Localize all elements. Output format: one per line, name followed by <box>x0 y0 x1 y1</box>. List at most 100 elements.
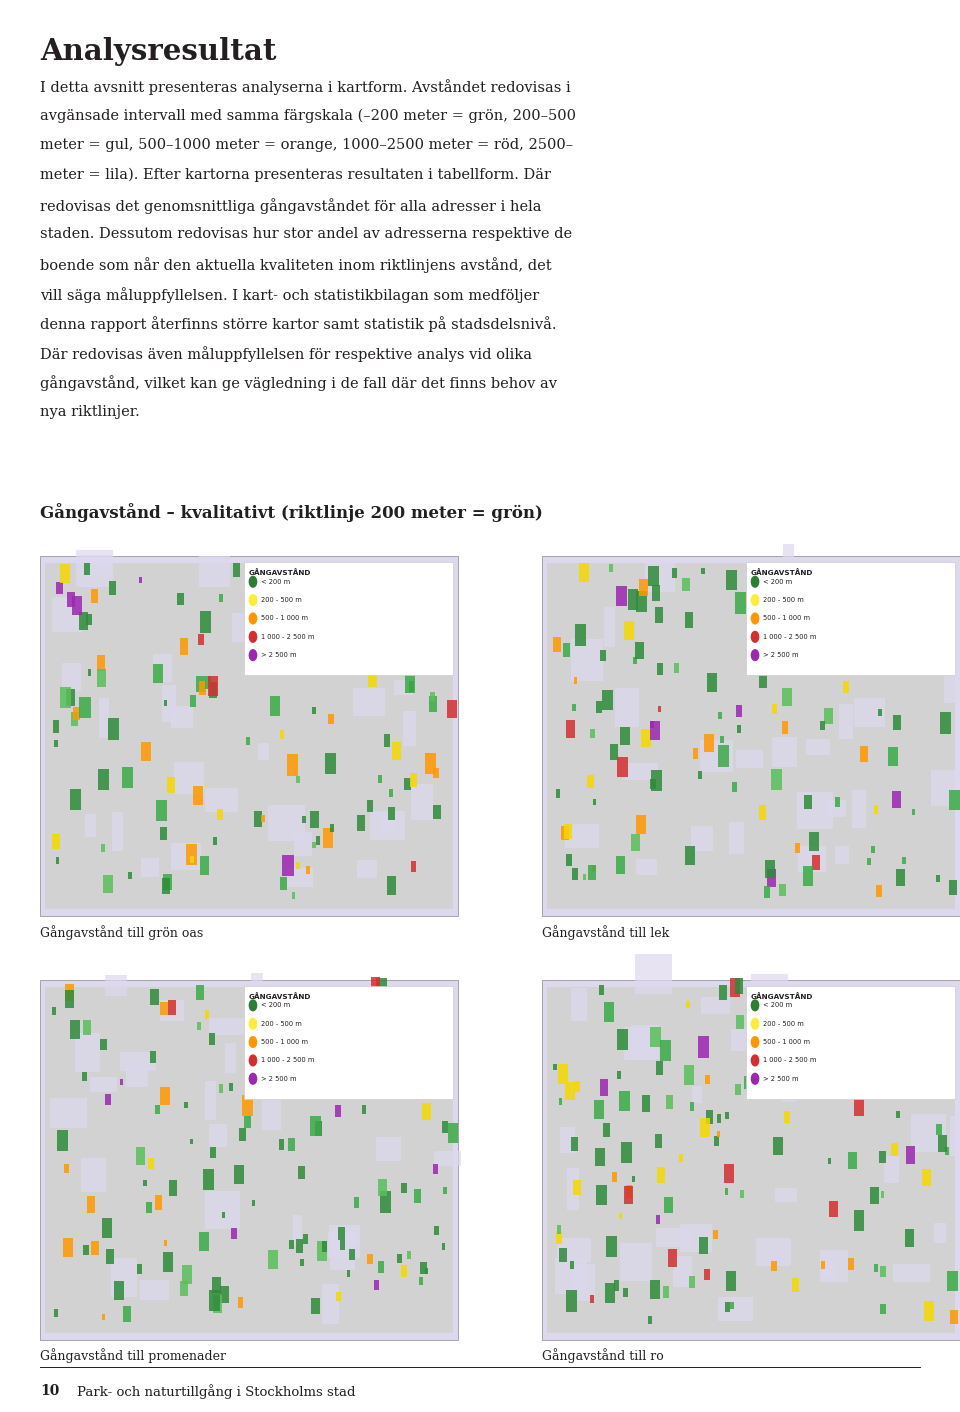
Text: denna rapport återfinns större kartor samt statistik på stadsdelsnivå.: denna rapport återfinns större kartor sa… <box>40 316 557 332</box>
Bar <box>72 596 83 616</box>
Bar <box>756 1238 791 1267</box>
Bar <box>948 789 960 810</box>
Bar <box>816 570 827 592</box>
Bar <box>219 1084 223 1093</box>
Text: < 200 m: < 200 m <box>762 579 792 585</box>
Bar <box>375 1137 401 1162</box>
Bar <box>246 737 251 746</box>
Bar <box>736 724 741 733</box>
Bar <box>353 1197 359 1209</box>
Text: GÅNGAVSTÅND: GÅNGAVSTÅND <box>751 569 812 576</box>
Bar <box>772 703 778 714</box>
Bar <box>572 703 576 712</box>
Bar <box>257 633 265 647</box>
Bar <box>97 669 106 686</box>
Bar <box>153 664 162 683</box>
Bar <box>830 634 839 652</box>
Bar <box>239 1128 246 1141</box>
Bar <box>367 799 373 812</box>
Bar <box>804 795 812 809</box>
Bar <box>574 1080 580 1091</box>
Bar <box>377 775 382 782</box>
Bar <box>153 654 172 682</box>
Bar <box>84 563 90 575</box>
Bar <box>311 1298 320 1315</box>
Bar <box>765 633 773 647</box>
Bar <box>937 606 946 623</box>
Bar <box>409 1076 412 1082</box>
Bar <box>160 1001 168 1015</box>
Bar <box>353 688 385 716</box>
Bar <box>566 720 575 738</box>
Bar <box>141 858 159 877</box>
Bar <box>184 1101 187 1108</box>
Bar <box>610 744 617 760</box>
Bar <box>102 1219 112 1238</box>
Bar <box>592 799 596 805</box>
Text: 200 - 500 m: 200 - 500 m <box>762 1021 804 1027</box>
Bar <box>336 1292 341 1302</box>
Bar <box>815 990 825 1010</box>
Bar <box>262 1100 281 1130</box>
Bar <box>193 786 203 805</box>
Text: Analysresultat: Analysresultat <box>40 37 276 66</box>
Bar <box>780 659 788 674</box>
Bar <box>758 805 766 820</box>
Bar <box>422 1103 431 1120</box>
Bar <box>664 1197 673 1213</box>
Text: gångavstånd, vilket kan ge vägledning i de fall där det finns behov av: gångavstånd, vilket kan ge vägledning i … <box>40 376 558 391</box>
Bar <box>838 570 850 593</box>
Bar <box>85 614 91 626</box>
Bar <box>268 805 305 842</box>
Bar <box>937 616 943 627</box>
Bar <box>828 1158 830 1163</box>
Bar <box>792 1278 799 1292</box>
Circle shape <box>250 1055 256 1066</box>
Bar <box>636 815 646 834</box>
Bar <box>782 688 792 706</box>
Bar <box>912 809 915 815</box>
Bar <box>199 1233 208 1251</box>
Bar <box>698 1036 709 1058</box>
Text: Gångavstånd till lek: Gångavstånd till lek <box>542 925 670 940</box>
Bar <box>256 658 263 669</box>
Bar <box>178 593 183 606</box>
Bar <box>609 563 613 572</box>
Bar <box>656 1060 663 1076</box>
Text: 1 000 - 2 500 m: 1 000 - 2 500 m <box>260 1058 314 1063</box>
Bar <box>809 603 815 613</box>
Bar <box>79 613 88 630</box>
Bar <box>820 1250 848 1282</box>
Bar <box>52 834 60 849</box>
Bar <box>220 1286 228 1303</box>
Bar <box>64 984 74 1001</box>
Text: meter = gul, 500–1000 meter = orange, 1000–2500 meter = röd, 2500–: meter = gul, 500–1000 meter = orange, 10… <box>40 138 573 152</box>
Bar <box>91 1241 99 1255</box>
Bar <box>414 1189 421 1203</box>
Text: avgänsade intervall med samma färgskala (–200 meter = grön, 200–500: avgänsade intervall med samma färgskala … <box>40 109 576 123</box>
Bar <box>254 1059 259 1069</box>
Bar <box>328 713 334 724</box>
Bar <box>86 1196 95 1213</box>
Text: boende som når den aktuella kvaliteten inom riktlinjens avstånd, det: boende som når den aktuella kvaliteten i… <box>40 257 552 273</box>
Bar <box>370 1065 380 1084</box>
Bar <box>727 570 737 590</box>
Bar <box>884 1034 896 1055</box>
Bar <box>930 770 960 806</box>
Bar <box>401 1183 406 1193</box>
Bar <box>150 988 158 1005</box>
Bar <box>174 762 204 795</box>
Bar <box>245 1115 251 1128</box>
Bar <box>322 1284 339 1324</box>
Bar <box>615 688 639 727</box>
Bar <box>82 1072 86 1082</box>
Bar <box>660 1041 671 1060</box>
Bar <box>229 1083 233 1091</box>
Bar <box>896 868 905 887</box>
Bar <box>160 1087 170 1106</box>
Bar <box>318 640 323 650</box>
Circle shape <box>752 650 758 661</box>
Bar <box>879 1151 885 1163</box>
Bar <box>106 1250 113 1264</box>
Bar <box>771 770 782 789</box>
